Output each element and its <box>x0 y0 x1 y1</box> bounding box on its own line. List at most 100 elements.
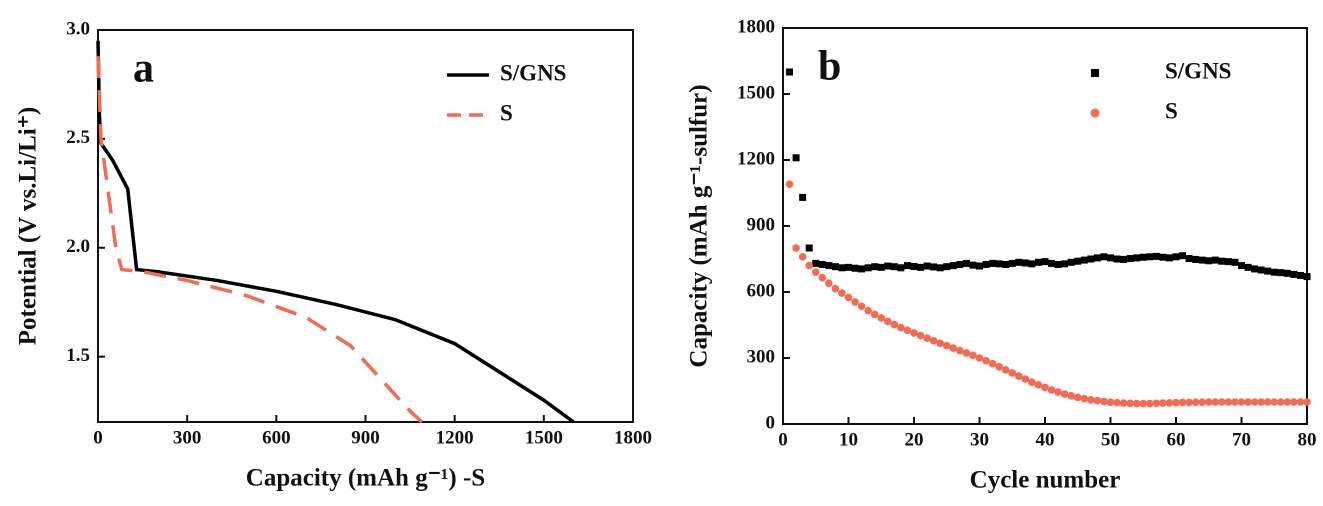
y-tick-label: 900 <box>747 214 776 235</box>
panel-label: b <box>818 44 841 90</box>
x-tick-label: 10 <box>839 429 858 450</box>
y-tick-label: 2.0 <box>66 236 90 257</box>
x-tick-label: 900 <box>351 427 380 448</box>
data-point <box>1060 390 1069 398</box>
data-point <box>995 363 1003 371</box>
data-point <box>890 320 899 329</box>
data-point <box>818 273 827 282</box>
data-point <box>1303 398 1311 406</box>
data-point <box>1106 398 1115 407</box>
y-tick-label: 1500 <box>737 82 775 103</box>
data-point <box>1296 272 1304 279</box>
data-point <box>956 261 964 268</box>
data-point <box>1205 257 1213 265</box>
data-point <box>1224 258 1232 266</box>
data-point <box>1179 252 1187 260</box>
data-point <box>1185 398 1193 407</box>
data-point <box>799 193 807 201</box>
data-point <box>1290 270 1298 278</box>
x-tick-label: 40 <box>1036 429 1055 450</box>
x-tick-label: 20 <box>905 429 924 450</box>
data-point <box>1107 254 1114 262</box>
data-point <box>1224 398 1233 406</box>
data-point <box>1119 399 1128 407</box>
data-point <box>936 339 944 348</box>
data-point <box>1263 398 1272 406</box>
data-point <box>838 289 846 297</box>
data-point <box>897 264 905 272</box>
data-point <box>1015 258 1023 266</box>
data-point <box>845 263 852 271</box>
data-point <box>1283 398 1292 406</box>
data-point <box>910 329 918 337</box>
data-point <box>877 263 885 271</box>
y-tick-label: 1200 <box>737 148 775 169</box>
data-point <box>844 293 853 302</box>
x-tick-label: 600 <box>262 427 291 448</box>
data-point <box>1218 257 1226 265</box>
panel-label: a <box>133 46 154 92</box>
data-point <box>1087 396 1095 404</box>
data-point <box>1113 398 1121 407</box>
data-point <box>1139 399 1148 408</box>
data-point <box>942 341 951 350</box>
data-point <box>1192 255 1200 263</box>
data-point <box>1139 253 1147 261</box>
data-point <box>930 263 938 271</box>
data-point <box>1191 398 1200 407</box>
data-point <box>792 244 800 252</box>
data-point <box>1146 253 1154 261</box>
y-tick-label: 0 <box>766 412 776 433</box>
data-point <box>1270 268 1278 276</box>
data-point <box>864 264 872 272</box>
data-point <box>1087 255 1095 263</box>
data-point <box>1211 256 1219 264</box>
data-point <box>917 263 925 271</box>
data-point <box>1028 260 1036 268</box>
data-point <box>1172 253 1180 261</box>
data-point <box>936 264 944 272</box>
data-point <box>890 263 898 271</box>
x-tick-label: 50 <box>1101 429 1120 450</box>
data-point <box>1231 258 1239 266</box>
data-point <box>949 344 958 352</box>
x-tick-label: 1500 <box>525 427 563 448</box>
x-axis-label: Cycle number <box>970 467 1121 494</box>
data-point <box>884 262 892 270</box>
data-point <box>1277 398 1285 406</box>
data-point <box>1165 399 1174 407</box>
data-point <box>1126 399 1134 408</box>
data-point <box>825 279 833 288</box>
data-point <box>825 262 833 270</box>
y-axis-label: Capacity (mAh g⁻¹-sulfur) <box>686 84 713 367</box>
data-point <box>811 268 820 277</box>
data-point <box>877 314 886 322</box>
data-point <box>1257 266 1265 274</box>
data-point <box>903 262 911 270</box>
data-point <box>818 261 826 268</box>
data-point <box>1021 375 1030 383</box>
data-point <box>838 264 846 272</box>
data-point <box>929 337 938 345</box>
data-point <box>1061 260 1069 268</box>
x-tick-label: 60 <box>1167 429 1186 450</box>
data-point <box>1041 383 1049 392</box>
data-point <box>857 302 866 311</box>
data-point <box>962 259 970 267</box>
data-point <box>1290 398 1298 406</box>
data-point <box>1080 256 1088 264</box>
data-point <box>851 264 859 272</box>
data-point <box>1034 381 1043 389</box>
data-point <box>1120 255 1128 263</box>
x-tick-label: 1200 <box>436 427 474 448</box>
data-point <box>1100 253 1108 261</box>
data-point <box>858 265 866 273</box>
x-tick-label: 30 <box>970 429 989 450</box>
data-point <box>1100 397 1108 406</box>
data-point <box>1126 255 1134 263</box>
data-point <box>831 284 840 293</box>
data-point <box>1152 399 1161 408</box>
data-point <box>969 351 977 360</box>
data-point <box>1231 398 1239 406</box>
data-point <box>1237 398 1246 406</box>
